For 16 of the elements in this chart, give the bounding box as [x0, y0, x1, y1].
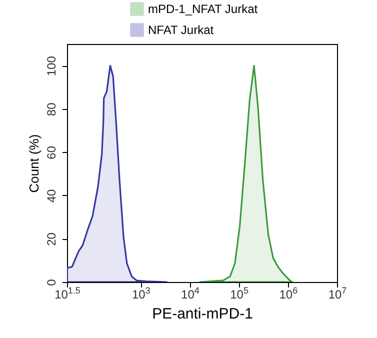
- x-tick-label: 10$^{1.5}$: [54, 286, 80, 302]
- x-tick-label: 10$^{5}$: [230, 286, 249, 302]
- x-tick-label: 10$^{4}$: [181, 286, 200, 302]
- legend-label: NFAT Jurkat: [148, 23, 214, 37]
- y-tick-label: 40: [44, 188, 58, 203]
- x-tick-label: 10$^{7}$: [328, 286, 347, 302]
- x-tick-label: 10$^{3}$: [132, 286, 150, 302]
- y-tick-label: 20: [44, 232, 58, 246]
- legend-label: mPD-1_NFAT Jurkat: [148, 2, 258, 16]
- y-tick-label: 60: [44, 146, 58, 160]
- x-axis-title: PE-anti-mPD-1: [152, 306, 253, 322]
- y-axis-title: Count (%): [26, 134, 42, 193]
- y-tick-label: 100: [44, 56, 58, 76]
- y-tick-label: 0: [44, 278, 58, 286]
- x-tick-label: 10$^{6}$: [279, 286, 298, 302]
- y-tick-label: 80: [44, 102, 58, 116]
